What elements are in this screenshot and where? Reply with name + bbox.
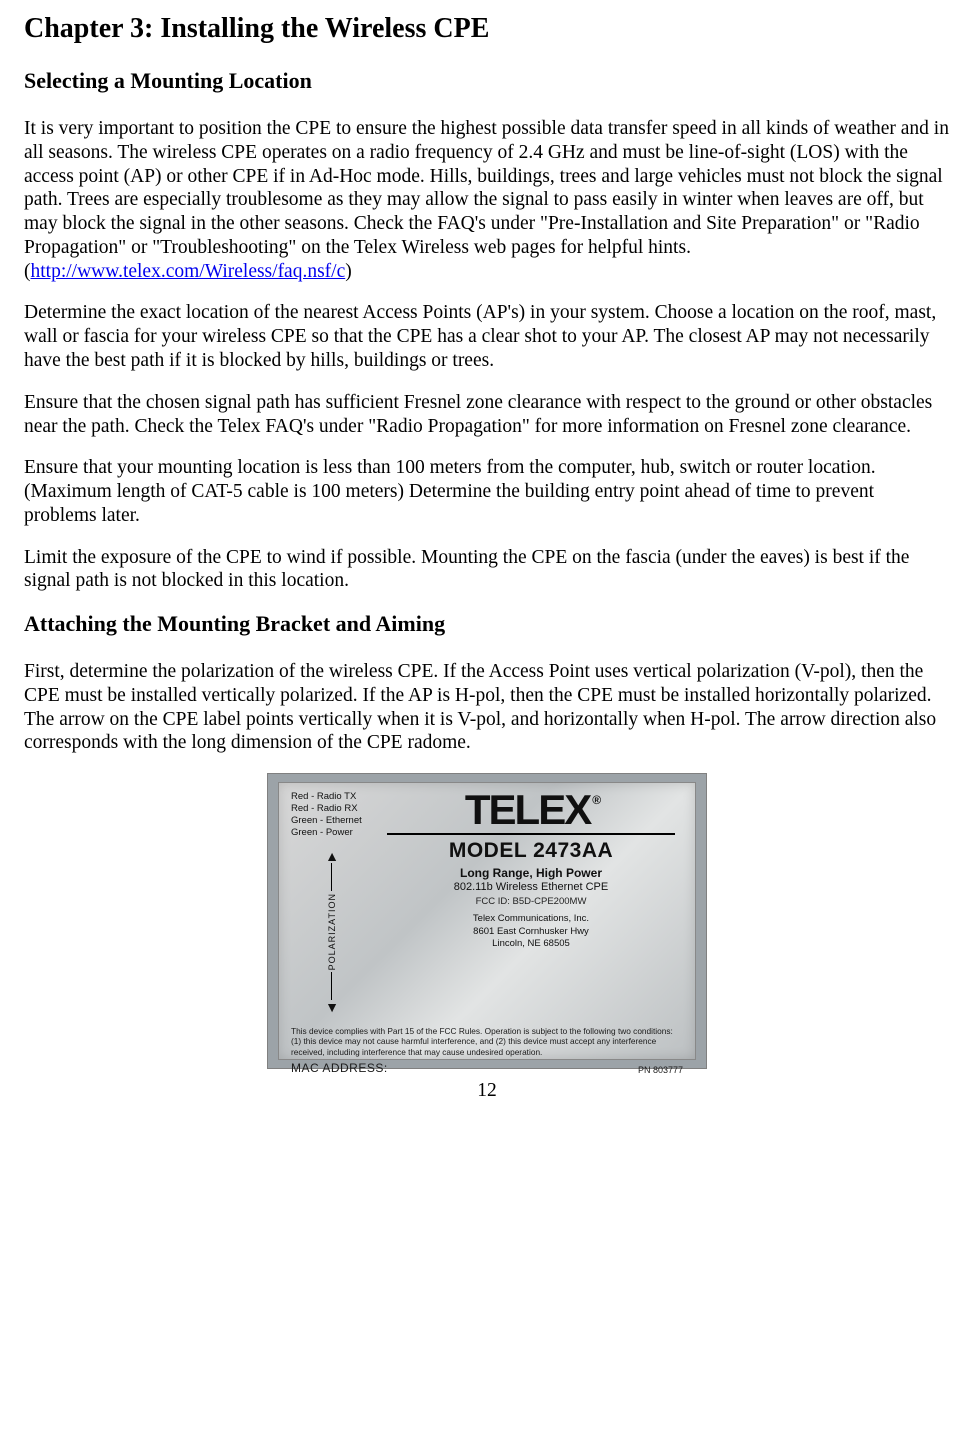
addr-line: 8601 East Cornhusker Hwy — [379, 926, 683, 938]
brand-block: TELEX® MODEL 2473AA Long Range, High Pow… — [379, 791, 683, 1020]
paragraph-text: It is very important to position the CPE… — [24, 118, 949, 282]
led-legend-line: Red - Radio TX — [291, 791, 373, 803]
fcc-id: FCC ID: B5D-CPE200MW — [379, 896, 683, 908]
paragraph: Determine the exact location of the near… — [24, 301, 950, 372]
arrow-shaft — [331, 863, 332, 891]
paragraph: Ensure that the chosen signal path has s… — [24, 391, 950, 439]
page-number: 12 — [24, 1079, 950, 1103]
mac-address-label: MAC ADDRESS: — [291, 1061, 388, 1076]
model-subtitle: 802.11b Wireless Ethernet CPE — [379, 881, 683, 894]
paragraph: First, determine the polarization of the… — [24, 660, 950, 755]
manufacturer-address: Telex Communications, Inc. 8601 East Cor… — [379, 913, 683, 950]
model-subtitle: Long Range, High Power — [379, 866, 683, 881]
brand-text: TELEX — [465, 786, 590, 833]
led-legend-line: Green - Ethernet — [291, 815, 373, 827]
arrow-shaft — [331, 972, 332, 1000]
led-legend: Red - Radio TX Red - Radio RX Green - Et… — [291, 791, 373, 839]
faq-link[interactable]: http://www.telex.com/Wireless/faq.nsf/c — [31, 261, 346, 282]
polarization-indicator: ▲ POLARIZATION ▼ — [291, 843, 373, 1020]
chapter-title: Chapter 3: Installing the Wireless CPE — [24, 12, 950, 46]
paragraph: Limit the exposure of the CPE to wind if… — [24, 546, 950, 594]
arrow-down-icon: ▼ — [325, 1000, 339, 1014]
fcc-compliance: This device complies with Part 15 of the… — [291, 1024, 683, 1076]
led-legend-line: Green - Power — [291, 827, 373, 839]
part-number: PN 803777 — [638, 1065, 683, 1076]
polarization-text: POLARIZATION — [327, 893, 338, 970]
led-legend-line: Red - Radio RX — [291, 803, 373, 815]
section-heading-mounting-location: Selecting a Mounting Location — [24, 68, 950, 95]
model-number: MODEL 2473AA — [379, 838, 683, 864]
addr-line: Telex Communications, Inc. — [379, 913, 683, 925]
brand-rule — [387, 833, 675, 835]
section-heading-bracket-aiming: Attaching the Mounting Bracket and Aimin… — [24, 611, 950, 638]
registered-icon: ® — [592, 793, 599, 807]
cpe-label-plate: Red - Radio TX Red - Radio RX Green - Et… — [278, 782, 696, 1060]
addr-line: Lincoln, NE 68505 — [379, 938, 683, 950]
cpe-label-photo: Red - Radio TX Red - Radio RX Green - Et… — [267, 773, 707, 1069]
paragraph: It is very important to position the CPE… — [24, 117, 950, 283]
paragraph: Ensure that your mounting location is le… — [24, 456, 950, 527]
telex-logo: TELEX® — [465, 791, 597, 829]
paragraph-text: ) — [345, 261, 352, 282]
compliance-text: This device complies with Part 15 of the… — [291, 1026, 673, 1057]
arrow-up-icon: ▲ — [325, 849, 339, 863]
